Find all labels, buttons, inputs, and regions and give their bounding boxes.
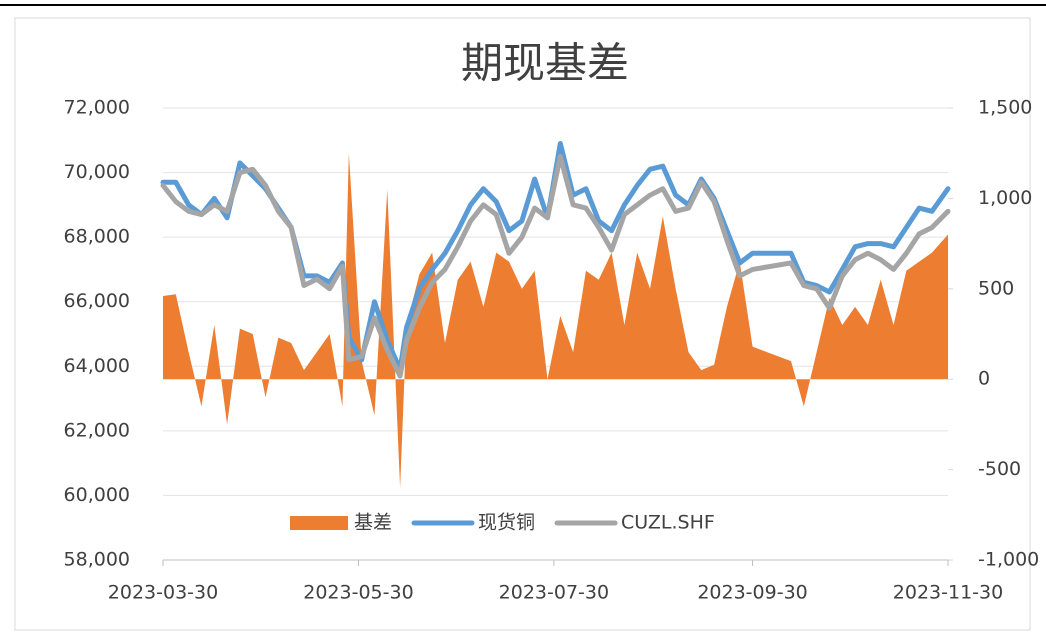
y-tick-label: 72,000: [64, 97, 130, 119]
x-tick-label: 2023-09-30: [697, 582, 807, 604]
y2-tick-label: 1,000: [978, 187, 1032, 209]
y-tick-label: 66,000: [64, 290, 130, 312]
y-tick-label: 70,000: [64, 161, 130, 183]
chart-title: 期现基差: [461, 39, 629, 88]
y-tick-label: 62,000: [64, 419, 130, 441]
y2-tick-label: -500: [978, 458, 1021, 480]
y-tick-label: 68,000: [64, 226, 130, 248]
y-tick-label: 58,000: [64, 549, 130, 571]
x-tick-label: 2023-03-30: [108, 582, 218, 604]
y-tick-label: 60,000: [64, 484, 130, 506]
legend-swatch: [290, 516, 348, 530]
legend-label: CUZL.SHF: [621, 512, 715, 534]
y2-tick-label: 1,500: [978, 97, 1032, 119]
y2-tick-label: 0: [978, 368, 990, 390]
x-tick-label: 2023-07-30: [499, 582, 609, 604]
y2-tick-label: 500: [978, 277, 1014, 299]
x-tick-label: 2023-05-30: [303, 582, 413, 604]
x-tick-label: 2023-11-30: [893, 582, 1003, 604]
line-series: [160, 153, 951, 379]
legend-label: 现货铜: [478, 512, 535, 534]
y2-tick-label: -1,000: [978, 549, 1039, 571]
y-tick-label: 64,000: [64, 355, 130, 377]
legend-label: 基差: [354, 512, 392, 534]
